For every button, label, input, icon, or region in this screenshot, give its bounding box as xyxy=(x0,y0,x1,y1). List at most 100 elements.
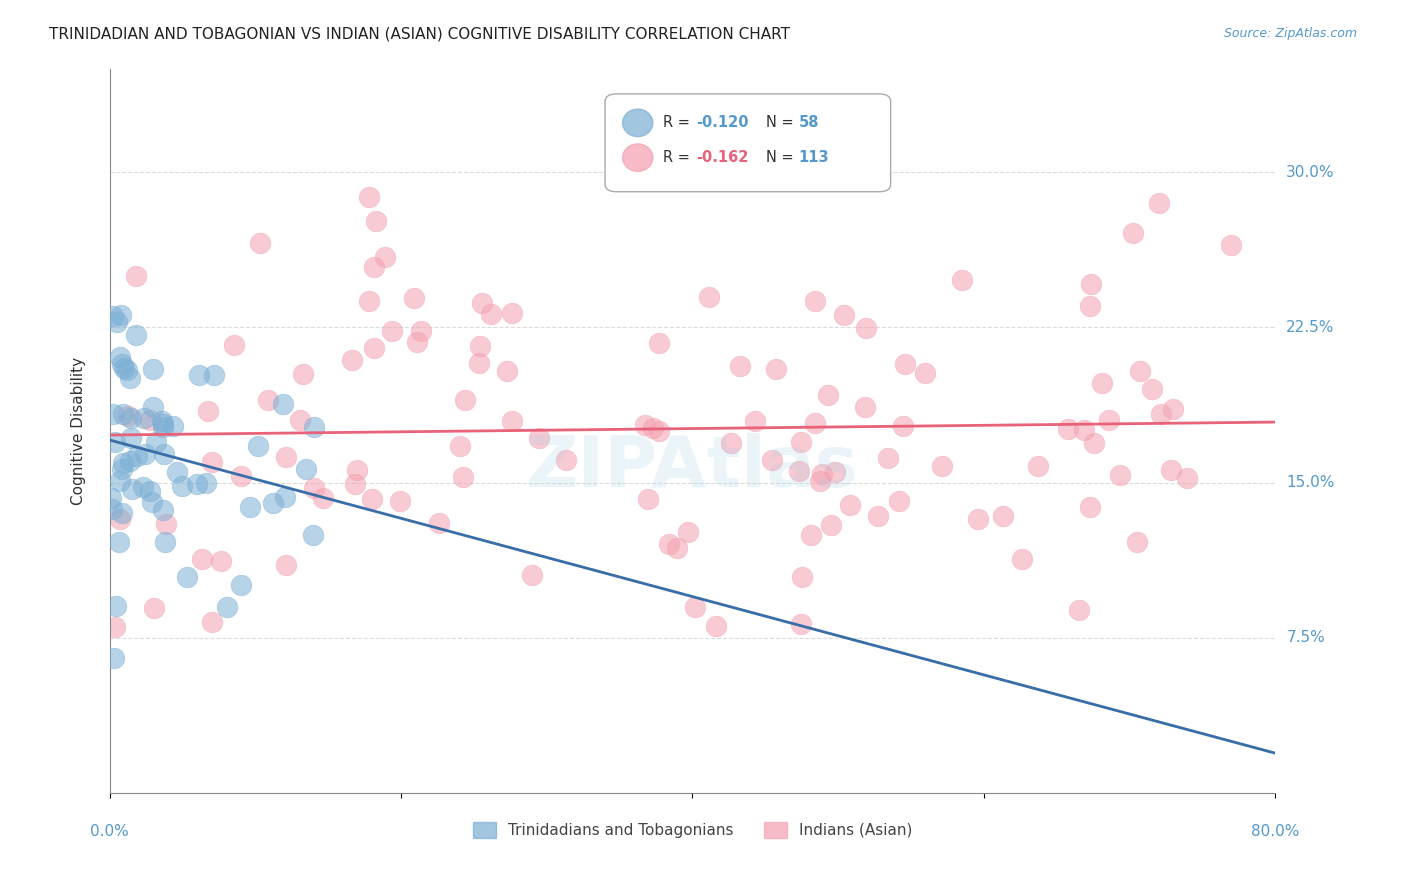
Point xyxy=(1147,196,1170,211)
Point xyxy=(346,463,368,477)
Point xyxy=(637,491,659,506)
Point xyxy=(229,578,252,592)
Point xyxy=(876,451,898,466)
Point xyxy=(1011,551,1033,566)
Point xyxy=(820,518,842,533)
Point xyxy=(1161,402,1184,417)
Point xyxy=(357,190,380,204)
Point xyxy=(427,516,450,530)
Point xyxy=(125,268,148,283)
Ellipse shape xyxy=(623,109,652,136)
Point xyxy=(811,467,834,481)
Point xyxy=(720,436,742,450)
Point xyxy=(790,570,813,584)
Point xyxy=(824,465,846,479)
Point xyxy=(132,480,155,494)
Text: 15.0%: 15.0% xyxy=(1286,475,1334,490)
Point xyxy=(101,309,124,323)
Point xyxy=(302,481,325,495)
Point xyxy=(166,465,188,479)
Point xyxy=(110,506,132,520)
Point xyxy=(817,388,839,402)
Point xyxy=(104,620,127,634)
Point xyxy=(359,293,381,308)
Point xyxy=(186,476,208,491)
Point xyxy=(950,273,973,287)
Point xyxy=(454,393,477,408)
Point xyxy=(728,359,751,373)
Point xyxy=(155,516,177,531)
Point xyxy=(153,447,176,461)
Text: 22.5%: 22.5% xyxy=(1286,320,1334,334)
Ellipse shape xyxy=(623,144,652,171)
Text: N =: N = xyxy=(766,115,799,130)
Point xyxy=(118,453,141,467)
Point xyxy=(142,362,165,376)
Point xyxy=(107,314,129,328)
Point xyxy=(891,419,914,434)
Point xyxy=(134,447,156,461)
Point xyxy=(120,431,142,445)
Point xyxy=(121,482,143,496)
Point xyxy=(111,456,134,470)
Point xyxy=(470,339,492,353)
Point xyxy=(866,509,889,524)
Text: 113: 113 xyxy=(799,150,830,165)
Point xyxy=(132,411,155,425)
Point xyxy=(191,551,214,566)
Point xyxy=(138,484,160,499)
Point xyxy=(271,397,294,411)
Point xyxy=(292,367,315,381)
Point xyxy=(1220,237,1243,252)
Text: -0.120: -0.120 xyxy=(696,115,748,130)
Point xyxy=(152,503,174,517)
Point xyxy=(302,528,325,542)
Point xyxy=(117,362,139,376)
Point xyxy=(522,568,544,582)
Point xyxy=(111,462,134,476)
Point xyxy=(665,541,688,555)
Point xyxy=(143,601,166,615)
Point xyxy=(103,407,125,421)
Point xyxy=(103,650,125,665)
Point xyxy=(467,356,489,370)
Text: 0.0%: 0.0% xyxy=(90,824,129,838)
Point xyxy=(803,293,825,308)
Point xyxy=(832,308,855,322)
Point xyxy=(257,393,280,408)
Point xyxy=(145,434,167,449)
Point xyxy=(633,417,655,432)
Point xyxy=(1078,500,1101,515)
Point xyxy=(1083,435,1105,450)
Point xyxy=(153,535,176,549)
Point xyxy=(853,400,876,414)
Point xyxy=(405,334,427,349)
Point xyxy=(363,341,385,355)
Point xyxy=(1067,603,1090,617)
Point xyxy=(1140,382,1163,396)
Point xyxy=(247,439,270,453)
Point xyxy=(789,464,811,478)
Point xyxy=(108,350,131,364)
Point xyxy=(496,364,519,378)
Point xyxy=(529,432,551,446)
Point xyxy=(648,424,671,438)
Point xyxy=(152,419,174,434)
Point xyxy=(343,476,366,491)
Text: 7.5%: 7.5% xyxy=(1286,631,1324,646)
Point xyxy=(404,291,426,305)
Point xyxy=(931,459,953,474)
Point xyxy=(1129,364,1152,378)
Point xyxy=(342,353,364,368)
Point xyxy=(108,475,131,489)
Point xyxy=(1026,458,1049,473)
Point xyxy=(295,462,318,476)
Point xyxy=(195,476,218,491)
Point xyxy=(1160,463,1182,477)
Point xyxy=(366,214,388,228)
Point xyxy=(641,421,664,435)
Text: 58: 58 xyxy=(799,115,820,130)
Point xyxy=(201,615,224,630)
Text: Source: ZipAtlas.com: Source: ZipAtlas.com xyxy=(1223,27,1357,40)
Text: N =: N = xyxy=(766,150,799,165)
